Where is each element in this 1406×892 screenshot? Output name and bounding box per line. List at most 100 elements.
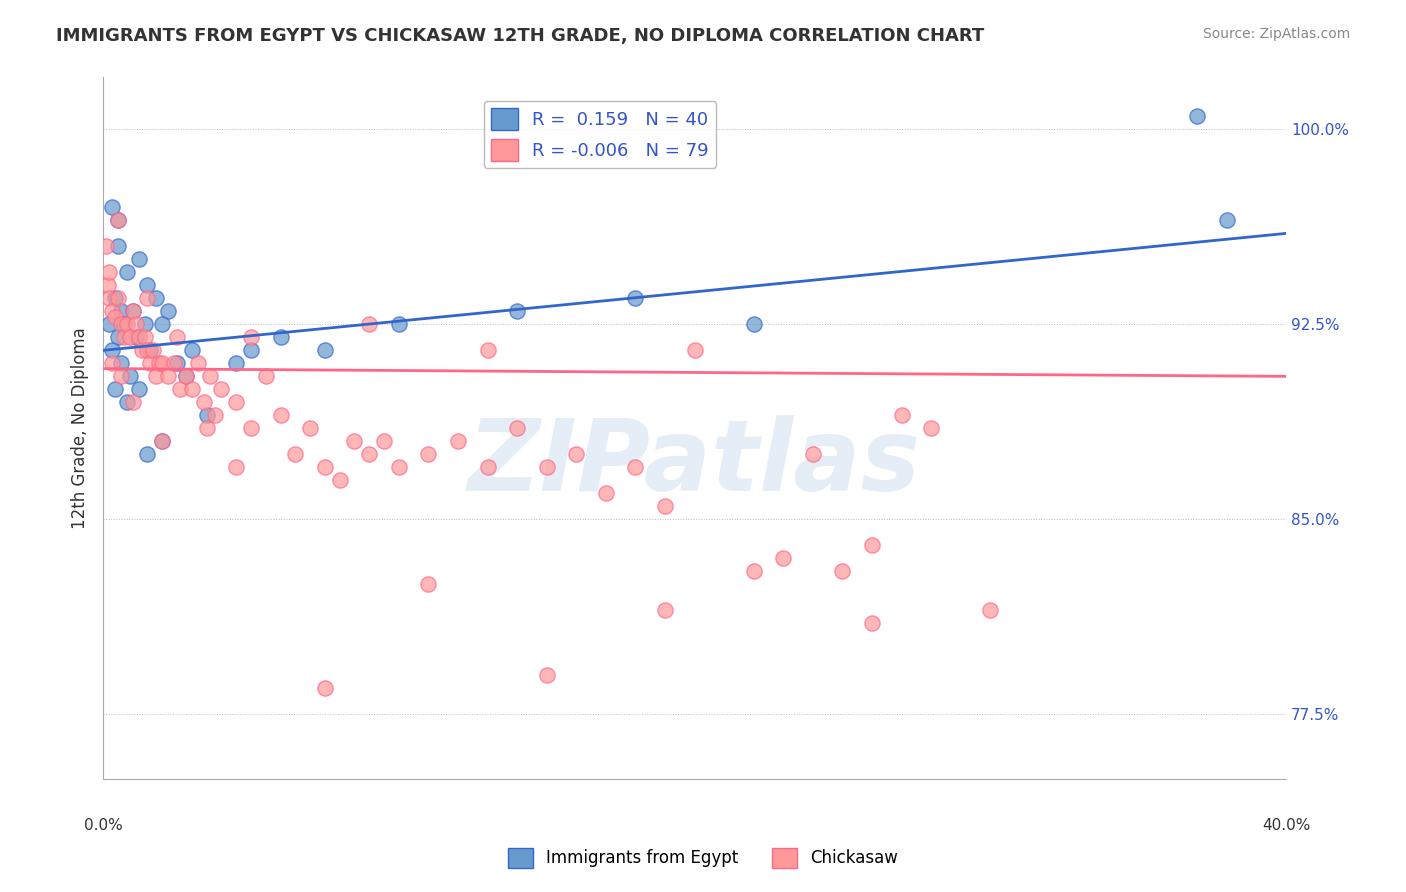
Point (101, 201, 124, 215)
Point (101, 343, 124, 358)
Point (209, 382, 232, 396)
Point (98, 265, 121, 279)
Point (193, 395, 215, 409)
Point (145, 292, 167, 306)
Point (198, 369, 221, 384)
Point (115, 265, 138, 279)
Point (314, 343, 336, 358)
Point (115, 395, 138, 409)
Point (121, 304, 143, 318)
Point (195, 421, 218, 435)
Point (1216, 213, 1239, 227)
Point (128, 252, 150, 267)
Point (163, 356, 186, 370)
Point (359, 318, 381, 332)
Point (180, 382, 202, 396)
Point (174, 369, 197, 384)
Point (742, 564, 765, 578)
Text: 0.0%: 0.0% (84, 818, 122, 833)
Point (169, 382, 191, 396)
Point (131, 343, 153, 358)
Point (150, 318, 173, 332)
Point (742, 318, 765, 332)
Point (565, 447, 588, 461)
Point (110, 356, 132, 370)
Point (124, 318, 146, 332)
Point (134, 330, 156, 344)
Point (104, 310, 127, 324)
Text: IMMIGRANTS FROM EGYPT VS CHICKASAW 12TH GRADE, NO DIPLOMA CORRELATION CHART: IMMIGRANTS FROM EGYPT VS CHICKASAW 12TH … (56, 27, 984, 45)
Point (139, 343, 162, 358)
Point (110, 304, 132, 318)
Point (1187, 110, 1209, 124)
Point (506, 304, 529, 318)
Point (107, 239, 129, 253)
Point (254, 369, 277, 384)
Point (166, 356, 188, 370)
Point (195, 409, 218, 423)
Point (157, 369, 180, 384)
Point (104, 292, 127, 306)
Point (110, 318, 132, 332)
Point (624, 460, 647, 475)
Point (157, 304, 180, 318)
Point (388, 318, 411, 332)
Point (225, 356, 247, 370)
Point (150, 434, 173, 449)
Point (240, 421, 263, 435)
Point (284, 447, 307, 461)
Point (118, 330, 141, 344)
Point (107, 330, 129, 344)
Point (136, 278, 159, 293)
Point (104, 382, 127, 396)
Point (101, 356, 124, 370)
Point (624, 292, 647, 306)
Point (359, 447, 381, 461)
Point (136, 292, 159, 306)
Point (270, 330, 292, 344)
Text: Source: ZipAtlas.com: Source: ZipAtlas.com (1202, 27, 1350, 41)
Point (145, 369, 167, 384)
Text: ZIPatlas: ZIPatlas (468, 415, 921, 512)
Point (536, 668, 558, 682)
Point (654, 603, 676, 617)
Text: 40.0%: 40.0% (1261, 818, 1310, 833)
Point (136, 447, 159, 461)
Legend: R =  0.159   N = 40, R = -0.006   N = 79: R = 0.159 N = 40, R = -0.006 N = 79 (484, 101, 716, 168)
Point (204, 409, 226, 423)
Point (150, 434, 173, 449)
Point (112, 330, 135, 344)
Point (801, 447, 824, 461)
Point (121, 395, 143, 409)
Point (97, 278, 120, 293)
Point (136, 343, 159, 358)
Point (139, 356, 162, 370)
Point (128, 330, 150, 344)
Point (595, 486, 617, 500)
Point (150, 356, 173, 370)
Point (166, 330, 188, 344)
Point (314, 460, 336, 475)
Point (979, 603, 1001, 617)
Point (94, 239, 117, 253)
Point (418, 577, 440, 591)
Point (536, 460, 558, 475)
Point (118, 369, 141, 384)
Point (128, 382, 150, 396)
Point (240, 343, 263, 358)
Point (112, 318, 135, 332)
Point (180, 343, 202, 358)
Point (107, 213, 129, 227)
Point (314, 681, 336, 696)
Point (187, 356, 209, 370)
Point (225, 460, 247, 475)
Point (890, 409, 912, 423)
Point (831, 564, 853, 578)
Point (329, 473, 352, 487)
Point (148, 356, 170, 370)
Point (225, 395, 247, 409)
Point (860, 538, 883, 552)
Point (98, 292, 121, 306)
Point (447, 434, 470, 449)
Point (343, 434, 366, 449)
